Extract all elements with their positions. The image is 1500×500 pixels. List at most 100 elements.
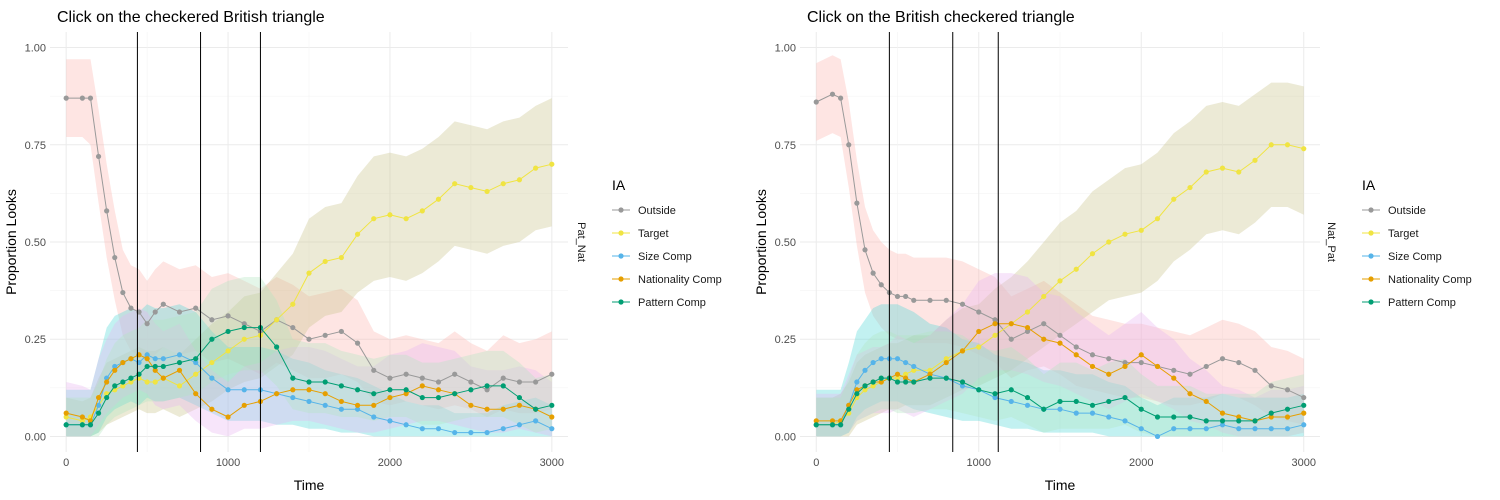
data-point-size-comp xyxy=(354,406,361,412)
data-point-target xyxy=(1301,146,1307,152)
data-point-target xyxy=(241,336,247,342)
data-point-nationality-comp xyxy=(1106,371,1112,377)
data-point-nationality-comp xyxy=(79,414,85,420)
data-point-target xyxy=(516,177,523,183)
data-point-nationality-comp xyxy=(387,394,393,401)
data-point-nationality-comp xyxy=(1041,336,1047,342)
data-point-outside xyxy=(63,95,69,101)
data-point-pattern-comp xyxy=(79,422,85,428)
data-point-outside xyxy=(435,379,442,385)
data-point-pattern-comp xyxy=(1057,398,1063,405)
data-point-size-comp xyxy=(1106,414,1112,420)
data-point-pattern-comp xyxy=(176,359,183,366)
data-point-target xyxy=(1171,196,1177,202)
data-point-pattern-comp xyxy=(1171,414,1177,420)
data-point-nationality-comp xyxy=(176,367,183,373)
data-point-nationality-comp xyxy=(322,391,328,397)
data-point-outside xyxy=(911,297,917,303)
data-point-nationality-comp xyxy=(959,348,966,354)
y-tick-label: 0.50 xyxy=(25,237,46,249)
data-point-pattern-comp xyxy=(87,422,94,428)
legend-label: Pattern Comp xyxy=(638,297,706,309)
data-point-nationality-comp xyxy=(468,402,474,408)
confidence-ribbons xyxy=(66,59,552,437)
data-point-pattern-comp xyxy=(870,379,876,385)
data-point-target xyxy=(992,332,998,338)
data-point-outside xyxy=(87,95,94,101)
data-point-target xyxy=(862,387,868,393)
data-point-target xyxy=(549,161,555,167)
data-point-pattern-comp xyxy=(1073,398,1079,405)
legend-label: Outside xyxy=(1388,205,1426,217)
data-point-outside xyxy=(1106,356,1112,362)
data-point-nationality-comp xyxy=(1301,410,1307,416)
data-point-outside xyxy=(959,301,966,307)
x-tick-label: 0 xyxy=(63,457,69,469)
data-point-pattern-comp xyxy=(1041,406,1047,412)
data-point-target xyxy=(1122,231,1128,237)
y-tick-label: 0.75 xyxy=(775,140,796,152)
data-point-size-comp xyxy=(468,429,474,436)
data-point-nationality-comp xyxy=(829,418,836,424)
data-point-nationality-comp xyxy=(992,321,998,327)
series-pattern-comp xyxy=(813,375,1307,428)
data-point-target xyxy=(1252,157,1258,163)
data-point-outside xyxy=(992,317,998,323)
data-point-outside xyxy=(387,375,393,381)
data-point-outside xyxy=(1041,321,1047,327)
x-tick-label: 1000 xyxy=(967,457,991,469)
data-point-target xyxy=(63,414,69,420)
data-point-target xyxy=(152,379,158,385)
ribbon-nationality-comp xyxy=(66,308,552,437)
data-point-target xyxy=(354,231,361,237)
data-point-size-comp xyxy=(144,352,150,358)
data-point-pattern-comp xyxy=(371,391,377,397)
data-point-outside xyxy=(862,247,868,253)
chart-panel-1: 0.00 0.25 0.50 0.75 1.00 0 1000 2000 3000 Time Pro… xyxy=(3,9,722,493)
data-point-nationality-comp xyxy=(1073,352,1079,358)
data-point-nationality-comp xyxy=(63,410,69,416)
data-point-outside xyxy=(1008,336,1014,342)
data-point-target xyxy=(943,356,949,362)
data-point-pattern-comp xyxy=(976,387,982,393)
data-point-pattern-comp xyxy=(193,356,199,362)
data-point-target xyxy=(1236,169,1242,175)
data-point-outside xyxy=(322,332,328,338)
data-point-pattern-comp xyxy=(516,394,523,401)
data-point-nationality-comp xyxy=(104,379,110,385)
data-point-pattern-comp xyxy=(959,379,966,385)
data-point-outside xyxy=(225,313,231,319)
data-point-pattern-comp xyxy=(112,383,118,389)
data-point-nationality-comp xyxy=(976,328,982,335)
y-tick-label: 0.50 xyxy=(775,237,796,249)
data-point-size-comp xyxy=(894,356,901,362)
data-point-size-comp xyxy=(452,429,458,436)
data-point-size-comp xyxy=(209,375,215,381)
data-point-pattern-comp xyxy=(927,375,933,381)
data-point-outside xyxy=(903,293,909,300)
data-point-nationality-comp xyxy=(306,387,312,393)
legend-item-target: Target xyxy=(1362,228,1419,240)
legend-key-point xyxy=(1368,230,1374,236)
y-tick-label: 1.00 xyxy=(775,43,796,55)
data-point-target xyxy=(128,379,134,385)
data-point-outside xyxy=(403,371,409,377)
data-point-size-comp xyxy=(1219,422,1226,428)
data-point-pattern-comp xyxy=(549,402,555,408)
data-point-target xyxy=(1203,169,1209,175)
data-point-target xyxy=(468,184,474,191)
data-point-size-comp xyxy=(516,422,523,428)
data-point-size-comp xyxy=(500,426,506,432)
data-point-nationality-comp xyxy=(1057,340,1063,346)
legend-item-nationality-comp: Nationality Comp xyxy=(612,274,722,286)
data-point-nationality-comp xyxy=(354,402,361,408)
data-point-nationality-comp xyxy=(193,391,199,397)
data-point-pattern-comp xyxy=(387,387,393,393)
data-point-size-comp xyxy=(1252,426,1258,432)
data-point-outside xyxy=(419,375,425,381)
legend-label: Nationality Comp xyxy=(1388,274,1472,286)
data-point-pattern-comp xyxy=(862,383,868,389)
data-point-outside xyxy=(1024,328,1031,335)
data-point-outside xyxy=(371,367,377,373)
